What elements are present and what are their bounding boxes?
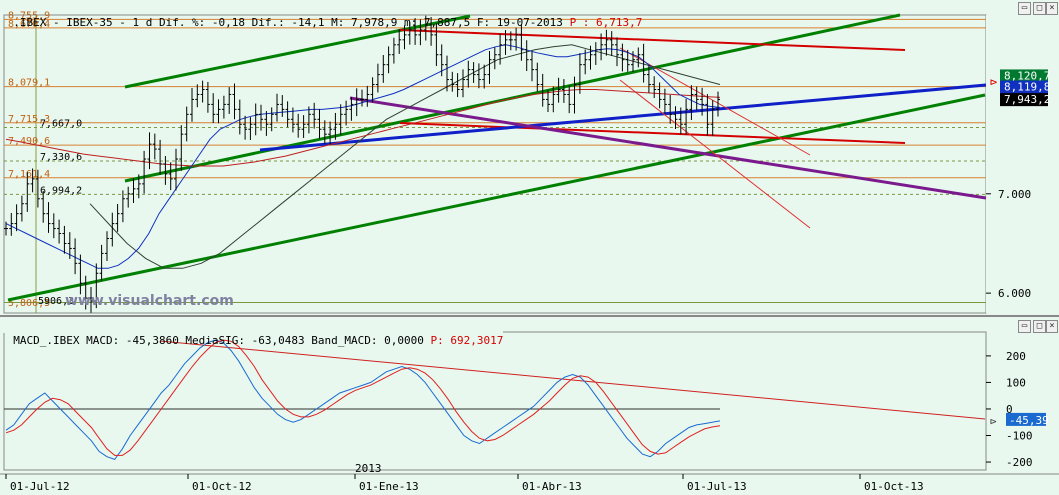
moving-average-dark [89, 44, 721, 269]
macd-header: MACD_.IBEX MACD: -45,3860 MediaSIG: -63,… [0, 318, 504, 347]
macd-y-tick-label: 0 [1006, 403, 1013, 416]
macd-price: P: 692,3017 [430, 334, 504, 347]
macd-value-box [1006, 412, 1046, 426]
macd-y-tick-label: -100 [1006, 430, 1033, 443]
price-level-label: 6,994,2 [40, 185, 82, 196]
macd-panel [3, 331, 987, 471]
macd-y-tick-label: 100 [1006, 376, 1026, 389]
price-level-label: 8,079,1 [8, 78, 50, 89]
close-icon[interactable]: × [1046, 2, 1058, 15]
trendline [349, 96, 987, 200]
header-symbol: .IBEX - IBEX-35 - 1 d Dif. %: -0,18 Dif.… [13, 16, 563, 29]
header-price: P : 6,713,7 [569, 16, 643, 29]
macd-label: MACD_.IBEX MACD: -45,3860 MediaSIG: -63,… [13, 334, 424, 347]
macd-series-1 [5, 339, 721, 456]
x-tick-label: 01-Jul-12 [10, 480, 70, 493]
price-level-label: 7,161,4 [8, 169, 50, 180]
macd-y-tick-label: 200 [1006, 350, 1026, 363]
price-level-label: 7,490,6 [8, 136, 50, 147]
macd-maximize-icon[interactable]: □ [1033, 320, 1046, 333]
price-header-bar [0, 0, 1059, 15]
minimize-icon[interactable]: ▭ [1018, 2, 1031, 15]
y-tick-label: 7.000 [998, 188, 1031, 201]
price-level-label: 5906,3 [38, 296, 74, 307]
x-tick-label: 01-Oct-13 [864, 480, 924, 493]
last-price-arrow: ⊳ [990, 75, 997, 89]
price-level-label: 7,667,0 [40, 119, 82, 130]
trendline [7, 93, 986, 302]
price-level-label: 7,330,6 [40, 152, 82, 163]
trendline [399, 29, 906, 51]
price-level-label: 8,755,9 [8, 10, 50, 21]
trendline [124, 14, 471, 89]
watermark-text: www.visualchart.com [65, 293, 234, 309]
year-label: 2013 [355, 462, 382, 475]
price-value-label: 8,120,7 [1004, 69, 1050, 82]
maximize-icon[interactable]: □ [1033, 2, 1046, 15]
price-value-box [1000, 69, 1048, 83]
price-value-box [1000, 93, 1048, 107]
price-axis-panel [986, 15, 1059, 313]
price-value-box [1000, 80, 1048, 94]
price-value-label: 7,943,2 [1004, 93, 1050, 106]
macd-minimize-icon[interactable]: ▭ [1018, 320, 1031, 333]
macd-arrow-icon: ⊳ [990, 415, 997, 428]
moving-average-red [5, 89, 721, 167]
trendline [619, 79, 811, 229]
price-header: .IBEX - IBEX-35 - 1 d Dif. %: -0,18 Dif.… [0, 0, 642, 29]
x-tick-label: 01-Ene-13 [359, 480, 419, 493]
macd-value-label: -45,39 [1009, 414, 1049, 427]
macd-trendline [159, 340, 986, 420]
trendline [259, 83, 987, 152]
y-tick-label: 6.000 [998, 287, 1031, 300]
price-level-label: 7,715,3 [8, 114, 50, 125]
price-level-label: 8,670,4 [8, 19, 50, 30]
x-tick-label: 01-Abr-13 [522, 480, 582, 493]
x-tick-label: 01-Oct-12 [192, 480, 252, 493]
price-value-label: 8,119,8 [1004, 81, 1050, 94]
macd-y-tick-label: -200 [1006, 456, 1033, 469]
trendline [399, 122, 906, 144]
macd-series-0 [5, 339, 721, 460]
macd-close-icon[interactable]: × [1046, 320, 1058, 333]
x-tick-label: 01-Jul-13 [687, 480, 747, 493]
price-level-label: 5,806,5 [8, 298, 50, 309]
